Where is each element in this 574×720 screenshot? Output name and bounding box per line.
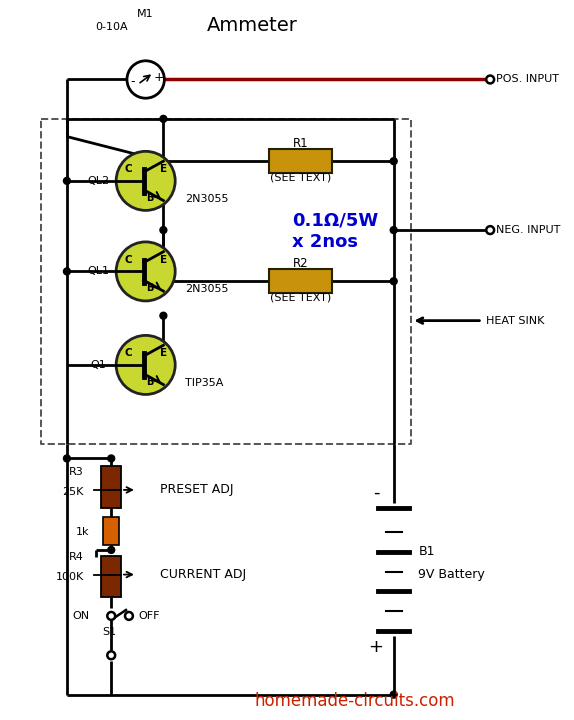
Text: 0.1Ω/5W: 0.1Ω/5W xyxy=(292,211,379,229)
Text: 2N3055: 2N3055 xyxy=(185,194,228,204)
Text: B1: B1 xyxy=(418,546,435,559)
Text: CURRENT ADJ: CURRENT ADJ xyxy=(160,568,247,581)
Circle shape xyxy=(160,115,167,122)
Text: (SEE TEXT): (SEE TEXT) xyxy=(270,293,331,303)
Text: R2: R2 xyxy=(292,257,308,270)
Text: B: B xyxy=(146,377,153,387)
Text: homemade-circuits.com: homemade-circuits.com xyxy=(254,691,455,709)
Circle shape xyxy=(107,652,115,660)
Circle shape xyxy=(160,227,167,233)
Text: 0-10A: 0-10A xyxy=(95,22,127,32)
FancyBboxPatch shape xyxy=(269,149,332,173)
Text: 9V Battery: 9V Battery xyxy=(418,568,485,581)
Text: B: B xyxy=(146,192,153,202)
Text: 2N3055: 2N3055 xyxy=(185,284,228,294)
Text: QL1: QL1 xyxy=(87,266,110,276)
Circle shape xyxy=(390,158,397,165)
Circle shape xyxy=(116,242,175,301)
Text: 25K: 25K xyxy=(63,487,84,497)
Text: (SEE TEXT): (SEE TEXT) xyxy=(270,173,331,183)
Circle shape xyxy=(486,76,494,84)
Text: 1k: 1k xyxy=(76,527,90,537)
Text: E: E xyxy=(160,348,167,358)
Circle shape xyxy=(486,226,494,234)
Text: TIP35A: TIP35A xyxy=(185,377,223,387)
Text: POS. INPUT: POS. INPUT xyxy=(496,74,559,84)
Circle shape xyxy=(390,278,397,284)
Text: R4: R4 xyxy=(69,552,84,562)
Text: PRESET ADJ: PRESET ADJ xyxy=(160,483,234,496)
Text: R1: R1 xyxy=(292,137,308,150)
Text: ON: ON xyxy=(72,611,90,621)
Text: E: E xyxy=(160,255,167,265)
Circle shape xyxy=(64,177,71,184)
Circle shape xyxy=(107,612,115,620)
Circle shape xyxy=(125,612,133,620)
FancyBboxPatch shape xyxy=(269,269,332,293)
Text: Q1: Q1 xyxy=(91,360,106,370)
Circle shape xyxy=(127,60,164,98)
Circle shape xyxy=(64,268,71,275)
Text: OFF: OFF xyxy=(139,611,160,621)
Text: HEAT SINK: HEAT SINK xyxy=(486,315,545,325)
Text: E: E xyxy=(160,164,167,174)
Text: x 2nos: x 2nos xyxy=(292,233,358,251)
Text: C: C xyxy=(124,164,132,174)
Text: B: B xyxy=(146,283,153,293)
Text: S1: S1 xyxy=(102,626,117,636)
Text: M1: M1 xyxy=(137,9,154,19)
Text: C: C xyxy=(124,255,132,265)
Text: -: - xyxy=(131,75,135,88)
Circle shape xyxy=(108,455,115,462)
Circle shape xyxy=(64,455,71,462)
Text: Ammeter: Ammeter xyxy=(207,16,297,35)
Text: +: + xyxy=(153,71,164,84)
Text: +: + xyxy=(369,639,383,657)
Text: 100K: 100K xyxy=(56,572,84,582)
Text: QL2: QL2 xyxy=(87,176,110,186)
Circle shape xyxy=(390,691,397,698)
Text: -: - xyxy=(373,484,379,502)
Circle shape xyxy=(108,546,115,554)
Circle shape xyxy=(390,227,397,233)
FancyBboxPatch shape xyxy=(102,556,121,597)
Text: C: C xyxy=(124,348,132,358)
Text: R3: R3 xyxy=(69,467,84,477)
Circle shape xyxy=(160,312,167,319)
FancyBboxPatch shape xyxy=(102,467,121,508)
FancyBboxPatch shape xyxy=(103,518,119,545)
Circle shape xyxy=(116,151,175,210)
Text: NEG. INPUT: NEG. INPUT xyxy=(496,225,560,235)
Circle shape xyxy=(116,336,175,395)
